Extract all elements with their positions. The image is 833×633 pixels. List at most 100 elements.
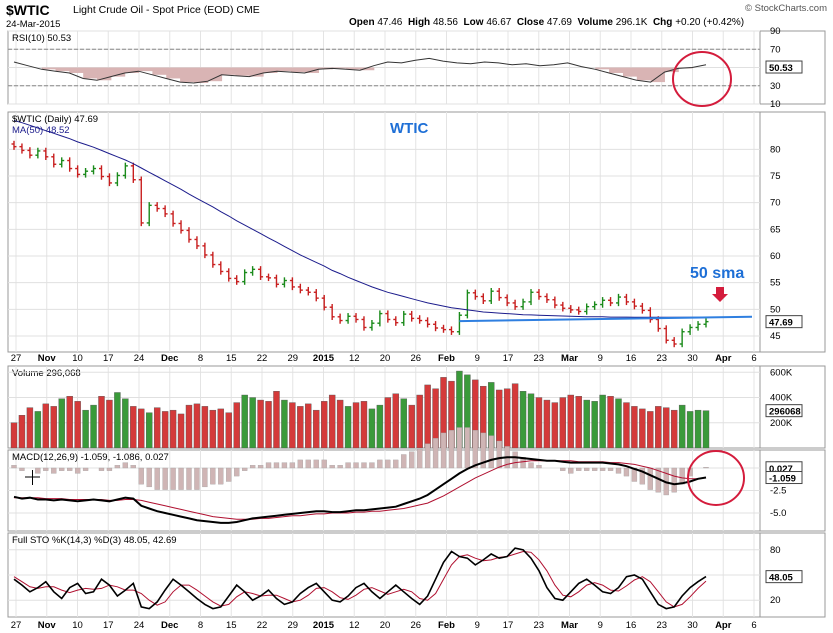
volume-bar bbox=[631, 406, 638, 449]
price-tick-label: 75 bbox=[770, 171, 781, 182]
macd-histogram-bar bbox=[496, 440, 502, 469]
volume-bar bbox=[615, 398, 622, 449]
macd-histogram-bar bbox=[289, 462, 296, 469]
rsi-below50-fill bbox=[332, 67, 347, 69]
wtic-annotation: WTIC bbox=[390, 120, 429, 137]
volume-bar bbox=[424, 384, 431, 449]
rsi-below50-fill bbox=[41, 67, 57, 70]
macd-histogram-bar bbox=[480, 432, 486, 469]
rsi-below50-fill bbox=[83, 67, 98, 79]
ma-legend: MA(50) 48.52 bbox=[12, 125, 70, 136]
rsi-last-value-box bbox=[765, 60, 803, 74]
macd-hist-value: 0.027 bbox=[769, 464, 793, 475]
price-tick-label: 65 bbox=[770, 224, 781, 235]
macd-histogram-bar bbox=[226, 467, 232, 482]
macd-histogram-bar bbox=[202, 467, 208, 488]
volume-bar bbox=[138, 408, 145, 449]
macd-histogram-bar bbox=[186, 467, 192, 490]
rsi-below50-fill bbox=[180, 67, 195, 83]
macd-histogram-bar bbox=[273, 462, 280, 469]
down-arrow-icon bbox=[712, 287, 728, 302]
macd-line bbox=[13, 456, 707, 524]
rsi-below50-fill bbox=[221, 67, 236, 75]
macd-histogram-bar bbox=[257, 465, 264, 469]
macd-histogram-bar bbox=[385, 459, 391, 469]
x-axis-label: 20 bbox=[380, 353, 391, 364]
x-axis-label: 27 bbox=[11, 620, 22, 631]
macd-tick-label: -5.0 bbox=[770, 508, 786, 519]
x-axis-label: Apr bbox=[715, 353, 732, 364]
sto-tick-label: 80 bbox=[770, 545, 781, 556]
x-axis-label: 23 bbox=[656, 620, 667, 631]
macd-histogram-bar bbox=[337, 465, 343, 469]
volume-bar bbox=[647, 411, 654, 449]
rsi-below50-fill bbox=[276, 67, 292, 72]
ticker-name: Light Crude Oil - Spot Price (EOD) CME bbox=[73, 4, 260, 16]
sto-k-value-box bbox=[765, 570, 803, 584]
chart-header: $WTIC Light Crude Oil - Spot Price (EOD)… bbox=[0, 0, 833, 30]
volume-bar bbox=[169, 409, 177, 449]
x-axis-label: Nov bbox=[38, 353, 57, 364]
volume-bar bbox=[193, 403, 201, 449]
volume-bar bbox=[209, 409, 217, 449]
rsi-below50-fill bbox=[55, 67, 70, 72]
volume-bar bbox=[663, 407, 670, 449]
volume-bar bbox=[503, 388, 511, 449]
macd-histogram-bar bbox=[432, 438, 439, 469]
rsi-below50-fill bbox=[110, 67, 126, 77]
x-axis-label: 23 bbox=[533, 620, 544, 631]
x-axis-label: 17 bbox=[503, 620, 514, 631]
ma50-line bbox=[13, 120, 706, 318]
price-tick-label: 50 bbox=[770, 304, 781, 315]
macd-histogram-bar bbox=[114, 465, 121, 469]
macd-histogram-bar bbox=[424, 443, 431, 469]
volume-bar bbox=[384, 397, 392, 449]
macd-histogram-bar bbox=[576, 467, 582, 471]
rsi-below50-fill bbox=[622, 67, 638, 77]
rsi-below50-fill bbox=[124, 67, 140, 73]
volume-bar bbox=[225, 412, 232, 449]
rsi-below50-fill bbox=[290, 67, 306, 73]
x-axis-label: 9 bbox=[475, 620, 480, 631]
macd-histogram-bar bbox=[19, 467, 25, 471]
x-axis-label: 12 bbox=[349, 620, 360, 631]
rsi-below50-fill bbox=[360, 67, 375, 71]
chart-date: 24-Mar-2015 bbox=[6, 19, 61, 30]
macd-histogram-bar bbox=[162, 467, 168, 490]
macd-histogram-bar bbox=[647, 467, 653, 490]
volume-bar bbox=[122, 398, 129, 449]
macd-histogram-bar bbox=[409, 451, 415, 469]
x-axis-label: 24 bbox=[134, 620, 145, 631]
volume-bar bbox=[74, 401, 81, 449]
rsi-below50-fill bbox=[152, 67, 167, 75]
volume-bar bbox=[177, 413, 185, 449]
volume-bar bbox=[249, 397, 256, 449]
volume-bar bbox=[575, 396, 582, 449]
macd-histogram-bar bbox=[369, 462, 375, 469]
macd-histogram-bar bbox=[639, 467, 646, 485]
macd-histogram-bar bbox=[297, 459, 303, 469]
volume-title: Volume 296,068 bbox=[12, 368, 81, 379]
macd-histogram-bar bbox=[679, 467, 685, 485]
volume-bar bbox=[655, 406, 662, 449]
sto-k-value: 48.05 bbox=[769, 573, 793, 584]
x-axis-label: 30 bbox=[687, 620, 698, 631]
volume-bar bbox=[336, 399, 344, 449]
volume-bar bbox=[146, 412, 153, 449]
macd-histogram-bar bbox=[472, 430, 478, 469]
x-axis-label: 12 bbox=[349, 353, 360, 364]
x-axis-label: 20 bbox=[380, 620, 391, 631]
volume-bar bbox=[313, 409, 320, 449]
x-axis-label: 26 bbox=[410, 620, 421, 631]
x-axis-label: 2015 bbox=[313, 620, 335, 631]
volume-bar bbox=[678, 404, 686, 449]
x-axis-label: 17 bbox=[103, 353, 114, 364]
sto-title: Full STO %K(14,3) %D(3) 48.05, 42.69 bbox=[12, 535, 177, 546]
volume-bar bbox=[130, 406, 137, 449]
rsi-below50-fill bbox=[636, 67, 652, 81]
support-trendline bbox=[459, 315, 753, 323]
volume-bar bbox=[535, 397, 543, 449]
macd-histogram-bar bbox=[146, 467, 152, 488]
macd-histogram-bar bbox=[82, 467, 89, 471]
